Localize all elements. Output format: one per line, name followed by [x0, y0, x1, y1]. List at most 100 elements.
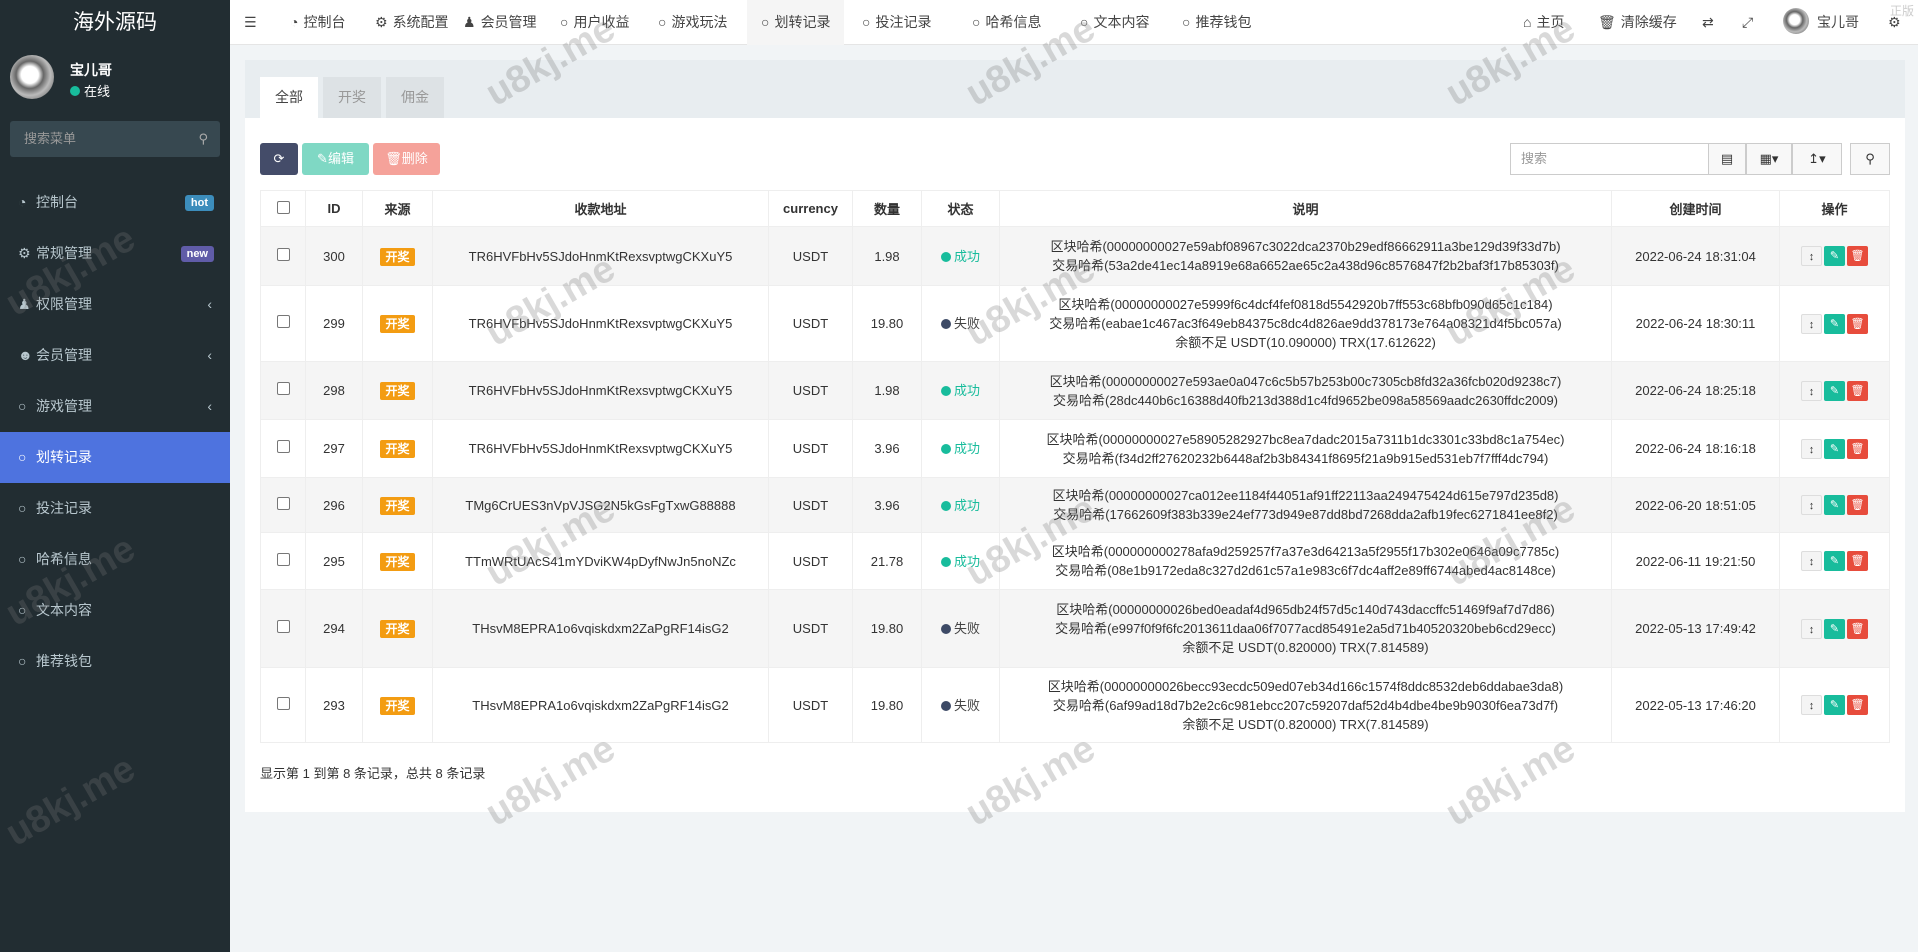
topnav-tab-7[interactable]: ○ 哈希信息 — [958, 0, 1055, 45]
circle-icon: ○ — [761, 14, 770, 30]
export-dropdown-icon[interactable]: ↥▾ — [1792, 143, 1842, 175]
settings-icon[interactable]: ⚙ — [1888, 14, 1901, 30]
drag-sort-icon[interactable]: ↕ — [1801, 695, 1822, 716]
delete-row-icon[interactable]: 🗑 — [1847, 313, 1868, 334]
edit-row-icon[interactable]: ✎ — [1824, 380, 1845, 401]
delete-row-icon[interactable]: 🗑 — [1847, 495, 1868, 516]
row-checkbox[interactable] — [260, 285, 306, 362]
column-header[interactable]: 收款地址 — [432, 190, 769, 227]
cell-source: 开奖 — [362, 477, 433, 533]
row-checkbox[interactable] — [260, 361, 306, 420]
cell-description: 区块哈希(00000000027e59abf08967c3022dca2370b… — [999, 226, 1612, 286]
edit-row-icon[interactable]: ✎ — [1824, 246, 1845, 267]
topnav-tab-9[interactable]: ○ 推荐钱包 — [1168, 0, 1265, 45]
drag-sort-icon[interactable]: ↕ — [1801, 618, 1822, 639]
column-header[interactable]: 创建时间 — [1611, 190, 1780, 227]
sidebar-item-6[interactable]: ○ 投注记录 — [0, 483, 230, 534]
sidebar-toggle-icon[interactable]: ☰ — [244, 14, 257, 30]
search-input[interactable]: 搜索 — [1510, 143, 1710, 175]
fullscreen-icon[interactable]: ⤢ — [1742, 14, 1754, 30]
topnav-tab-3[interactable]: ○ 用户收益 — [546, 0, 643, 45]
drag-sort-icon[interactable]: ↕ — [1801, 246, 1822, 267]
edit-row-icon[interactable]: ✎ — [1824, 551, 1845, 572]
column-header[interactable]: 操作 — [1779, 190, 1890, 227]
edit-button[interactable]: ✎编辑 — [302, 143, 369, 175]
status-text: 成功 — [953, 553, 980, 569]
drag-sort-icon[interactable]: ↕ — [1801, 380, 1822, 401]
logo[interactable]: 海外源码 — [0, 0, 230, 45]
delete-row-icon[interactable]: 🗑 — [1847, 380, 1868, 401]
row-checkbox[interactable] — [260, 477, 306, 533]
translate-icon[interactable]: ⇄ — [1702, 14, 1714, 30]
tab-all[interactable]: 全部 — [260, 77, 318, 118]
column-header[interactable]: 数量 — [852, 190, 922, 227]
tab-commission[interactable]: 佣金 — [386, 77, 444, 118]
topnav-tab-1[interactable]: ⚙ 系统配置 — [361, 0, 463, 45]
advanced-search-icon[interactable]: ⚲ — [1850, 143, 1890, 175]
delete-row-icon[interactable]: 🗑 — [1847, 695, 1868, 716]
column-header[interactable]: 状态 — [921, 190, 1000, 227]
select-all-checkbox[interactable] — [260, 190, 306, 227]
delete-button[interactable]: 🗑删除 — [373, 143, 440, 175]
columns-dropdown-icon[interactable]: ▦▾ — [1746, 143, 1792, 175]
topnav-tab-2[interactable]: ♟ 会员管理 — [449, 0, 551, 45]
topnav-tab-8[interactable]: ○ 文本内容 — [1066, 0, 1163, 45]
home-link[interactable]: ⌂ 主页 — [1523, 0, 1564, 45]
sidebar-item-3[interactable]: ☻ 会员管理 ‹ — [0, 330, 230, 381]
clear-cache-button[interactable]: 🗑 清除缓存 — [1598, 0, 1677, 45]
user-menu[interactable]: 宝儿哥 — [1783, 0, 1859, 45]
edit-row-icon[interactable]: ✎ — [1824, 618, 1845, 639]
cell-address: TR6HVFbHv5SJdoHnmKtRexsvptwgCKXuY5 — [432, 226, 769, 286]
sidebar: 海外源码 宝儿哥 在线 搜索菜单 ⚲ ◔ 控制台 hot ⚙ 常规管理 new ♟ 权限管理 ‹ ☻… — [0, 0, 230, 952]
delete-row-icon[interactable]: 🗑 — [1847, 618, 1868, 639]
row-checkbox[interactable] — [260, 667, 306, 743]
topnav-label: 哈希信息 — [985, 14, 1042, 30]
search-icon[interactable]: ⚲ — [198, 131, 208, 146]
cell-address: TR6HVFbHv5SJdoHnmKtRexsvptwgCKXuY5 — [432, 285, 769, 362]
sidebar-item-9[interactable]: ○ 推荐钱包 — [0, 636, 230, 687]
edit-row-icon[interactable]: ✎ — [1824, 438, 1845, 459]
table-row: 300 开奖 TR6HVFbHv5SJdoHnmKtRexsvptwgCKXuY5 U… — [260, 226, 1890, 286]
column-header[interactable]: currency — [768, 190, 853, 227]
topnav-tab-0[interactable]: ◔ 控制台 — [276, 0, 359, 45]
status-dot-icon — [940, 556, 951, 567]
column-header[interactable]: ID — [305, 190, 363, 227]
top-navbar: ☰ ⌂ 主页 🗑 清除缓存 ⇄ ⤢ 宝儿哥 ⚙ 正版 ◔ 控制台 ⚙ 系统配置 ♟ 会员管理 ○… — [230, 0, 1918, 45]
drag-sort-icon[interactable]: ↕ — [1801, 495, 1822, 516]
edit-row-icon[interactable]: ✎ — [1824, 695, 1845, 716]
delete-row-icon[interactable]: 🗑 — [1847, 438, 1868, 459]
toggle-view-icon[interactable]: ▤ — [1708, 143, 1746, 175]
edit-row-icon[interactable]: ✎ — [1824, 313, 1845, 334]
sidebar-item-8[interactable]: ○ 文本内容 — [0, 585, 230, 636]
sidebar-item-1[interactable]: ⚙ 常规管理 new — [0, 228, 230, 279]
menu-search-input[interactable]: 搜索菜单 ⚲ — [10, 121, 220, 157]
topnav-tab-6[interactable]: ○ 投注记录 — [848, 0, 945, 45]
column-header[interactable]: 说明 — [999, 190, 1612, 227]
row-checkbox[interactable] — [260, 532, 306, 590]
cell-amount: 21.78 — [852, 532, 922, 590]
delete-row-icon[interactable]: 🗑 — [1847, 246, 1868, 267]
tab-lottery[interactable]: 开奖 — [323, 77, 381, 118]
row-checkbox[interactable] — [260, 589, 306, 668]
topnav-tab-5[interactable]: ○ 划转记录 — [747, 0, 845, 45]
refresh-button[interactable]: ⟳ — [260, 143, 298, 175]
topnav-tab-4[interactable]: ○ 游戏玩法 — [644, 0, 741, 45]
column-header[interactable]: 来源 — [362, 190, 433, 227]
row-checkbox[interactable] — [260, 226, 306, 286]
row-checkbox[interactable] — [260, 419, 306, 478]
sidebar-item-7[interactable]: ○ 哈希信息 — [0, 534, 230, 585]
sidebar-item-5[interactable]: ○ 划转记录 — [0, 432, 230, 483]
avatar — [1783, 8, 1809, 34]
sidebar-item-2[interactable]: ♟ 权限管理 ‹ — [0, 279, 230, 330]
cell-address: TMg6CrUES3nVpVJSG2N5kGsFgTxwG88888 — [432, 477, 769, 533]
drag-sort-icon[interactable]: ↕ — [1801, 551, 1822, 572]
drag-sort-icon[interactable]: ↕ — [1801, 313, 1822, 334]
sidebar-menu: ◔ 控制台 hot ⚙ 常规管理 new ♟ 权限管理 ‹ ☻ 会员管理 ‹ ○ 游戏管理 ‹ ○ 划转记录 ○ 投… — [0, 177, 230, 687]
edit-row-icon[interactable]: ✎ — [1824, 495, 1845, 516]
delete-row-icon[interactable]: 🗑 — [1847, 551, 1868, 572]
sidebar-item-4[interactable]: ○ 游戏管理 ‹ — [0, 381, 230, 432]
cell-created-time: 2022-06-20 18:51:05 — [1611, 477, 1780, 533]
drag-sort-icon[interactable]: ↕ — [1801, 438, 1822, 459]
sidebar-item-0[interactable]: ◔ 控制台 hot — [0, 177, 230, 228]
user-panel: 宝儿哥 在线 — [0, 45, 230, 117]
